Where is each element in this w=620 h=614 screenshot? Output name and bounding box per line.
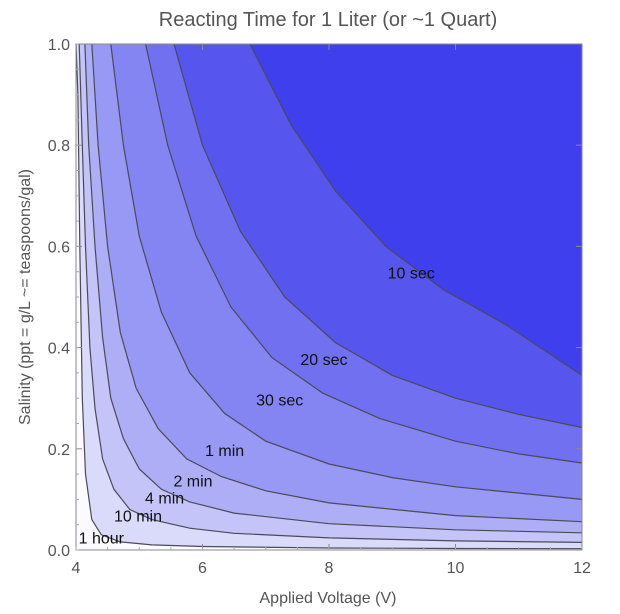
contour-line-2 (78, 43, 583, 543)
x-tick-label: 12 (573, 560, 591, 577)
contour-band-8 (249, 44, 582, 376)
contour-line-7 (173, 43, 583, 429)
x-tick-label: 4 (72, 560, 81, 577)
contour-line-3 (84, 43, 583, 534)
contour-line-8 (249, 43, 583, 376)
chart-title: Reacting Time for 1 Liter (or ~1 Quart) (159, 9, 497, 31)
y-axis-ticks: 0.0 0.2 0.4 0.6 0.8 1.0 (48, 37, 582, 560)
x-axis-label: Applied Voltage (V) (260, 590, 397, 607)
y-tick-label: 0.8 (48, 138, 70, 155)
x-axis-ticks: 4 6 8 10 12 (72, 44, 591, 577)
contour-line-6 (145, 43, 583, 464)
y-tick-label: 0.0 (48, 543, 70, 560)
contour-fills (76, 44, 583, 550)
y-tick-label: 0.4 (48, 341, 70, 358)
contour-label-6: 30 sec (256, 393, 303, 410)
contour-label-1: 1 hour (79, 530, 125, 547)
contour-line-5 (110, 43, 583, 500)
contour-label-8: 10 sec (388, 266, 435, 283)
contour-label-5: 1 min (205, 443, 244, 460)
contour-label-7: 20 sec (300, 352, 347, 369)
x-tick-label: 6 (198, 560, 207, 577)
y-tick-label: 0.2 (48, 442, 70, 459)
x-tick-label: 10 (447, 560, 465, 577)
y-axis-label: Salinity (ppt = g/L ~= teaspoons/gal) (17, 169, 34, 425)
contour-label-3: 4 min (145, 490, 184, 507)
y-tick-label: 0.6 (48, 239, 70, 256)
contour-label-4: 2 min (173, 474, 212, 491)
contour-label-2: 10 min (114, 509, 162, 526)
x-tick-label: 8 (325, 560, 334, 577)
y-tick-label: 1.0 (48, 37, 70, 54)
contour-line-4 (91, 43, 583, 523)
